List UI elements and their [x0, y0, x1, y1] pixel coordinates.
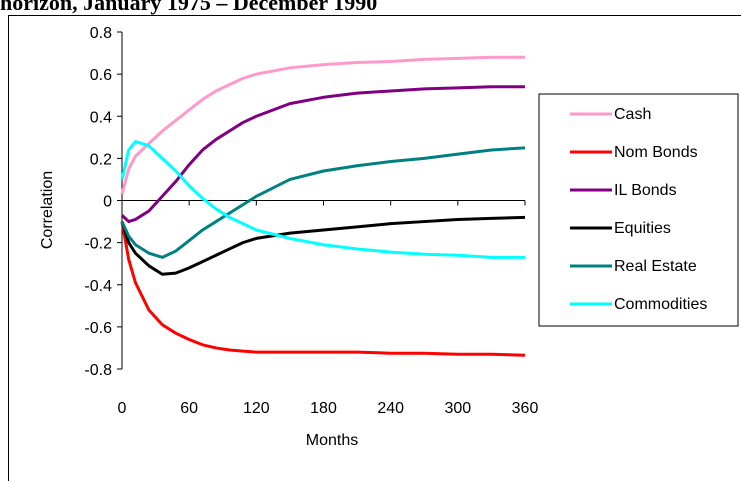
legend-label-nom-bonds: Nom Bonds	[614, 144, 698, 161]
series-line-cash	[120, 55, 525, 195]
x-tick-label: 300	[444, 400, 471, 417]
chart-frame	[8, 15, 741, 481]
y-tick-label: 0.4	[90, 109, 112, 126]
legend-box	[538, 93, 739, 327]
x-tick-label: 240	[377, 400, 404, 417]
x-tick-label: 0	[118, 400, 127, 417]
series-lines	[120, 55, 526, 357]
series-line-equities	[120, 215, 526, 276]
legend-label-equities: Equities	[614, 220, 671, 237]
y-tick-label: 0	[103, 194, 112, 211]
chart-heading: horizon, January 1975 – December 1990	[0, 0, 378, 15]
y-tick-label: -0.6	[84, 320, 112, 337]
legend-label-il-bonds: IL Bonds	[614, 182, 677, 199]
y-tick-label: -0.2	[84, 236, 112, 253]
legend-label-real-estate: Real Estate	[614, 258, 697, 275]
y-tick-label: 0.6	[90, 67, 112, 84]
series-line-commodities	[120, 140, 525, 259]
y-tick-label: -0.8	[84, 362, 112, 379]
x-axis-ticks: 0 60 120 180 240 300 360	[118, 200, 539, 417]
series-line-il-bonds	[120, 85, 525, 224]
y-tick-label: 0.2	[90, 151, 112, 168]
series-line-real-estate	[120, 146, 526, 259]
y-axis-label: Correlation	[39, 171, 56, 249]
y-tick-label: -0.4	[84, 278, 112, 295]
y-axis-ticks: 0.8 0.6 0.4 0.2 0 -0.2 -0.4 -0.6 -0.8	[84, 25, 122, 379]
x-tick-label: 120	[243, 400, 270, 417]
legend-label-commodities: Commodities	[614, 296, 707, 313]
series-line-nom-bonds	[120, 221, 526, 357]
y-tick-label: 0.8	[90, 25, 112, 42]
x-tick-label: 180	[310, 400, 337, 417]
legend: Cash Nom Bonds IL Bonds Equities Real Estate…	[538, 93, 739, 327]
x-axis-label: Months	[306, 432, 358, 449]
x-tick-label: 60	[180, 400, 198, 417]
legend-label-cash: Cash	[614, 106, 651, 123]
x-tick-label: 360	[512, 400, 539, 417]
